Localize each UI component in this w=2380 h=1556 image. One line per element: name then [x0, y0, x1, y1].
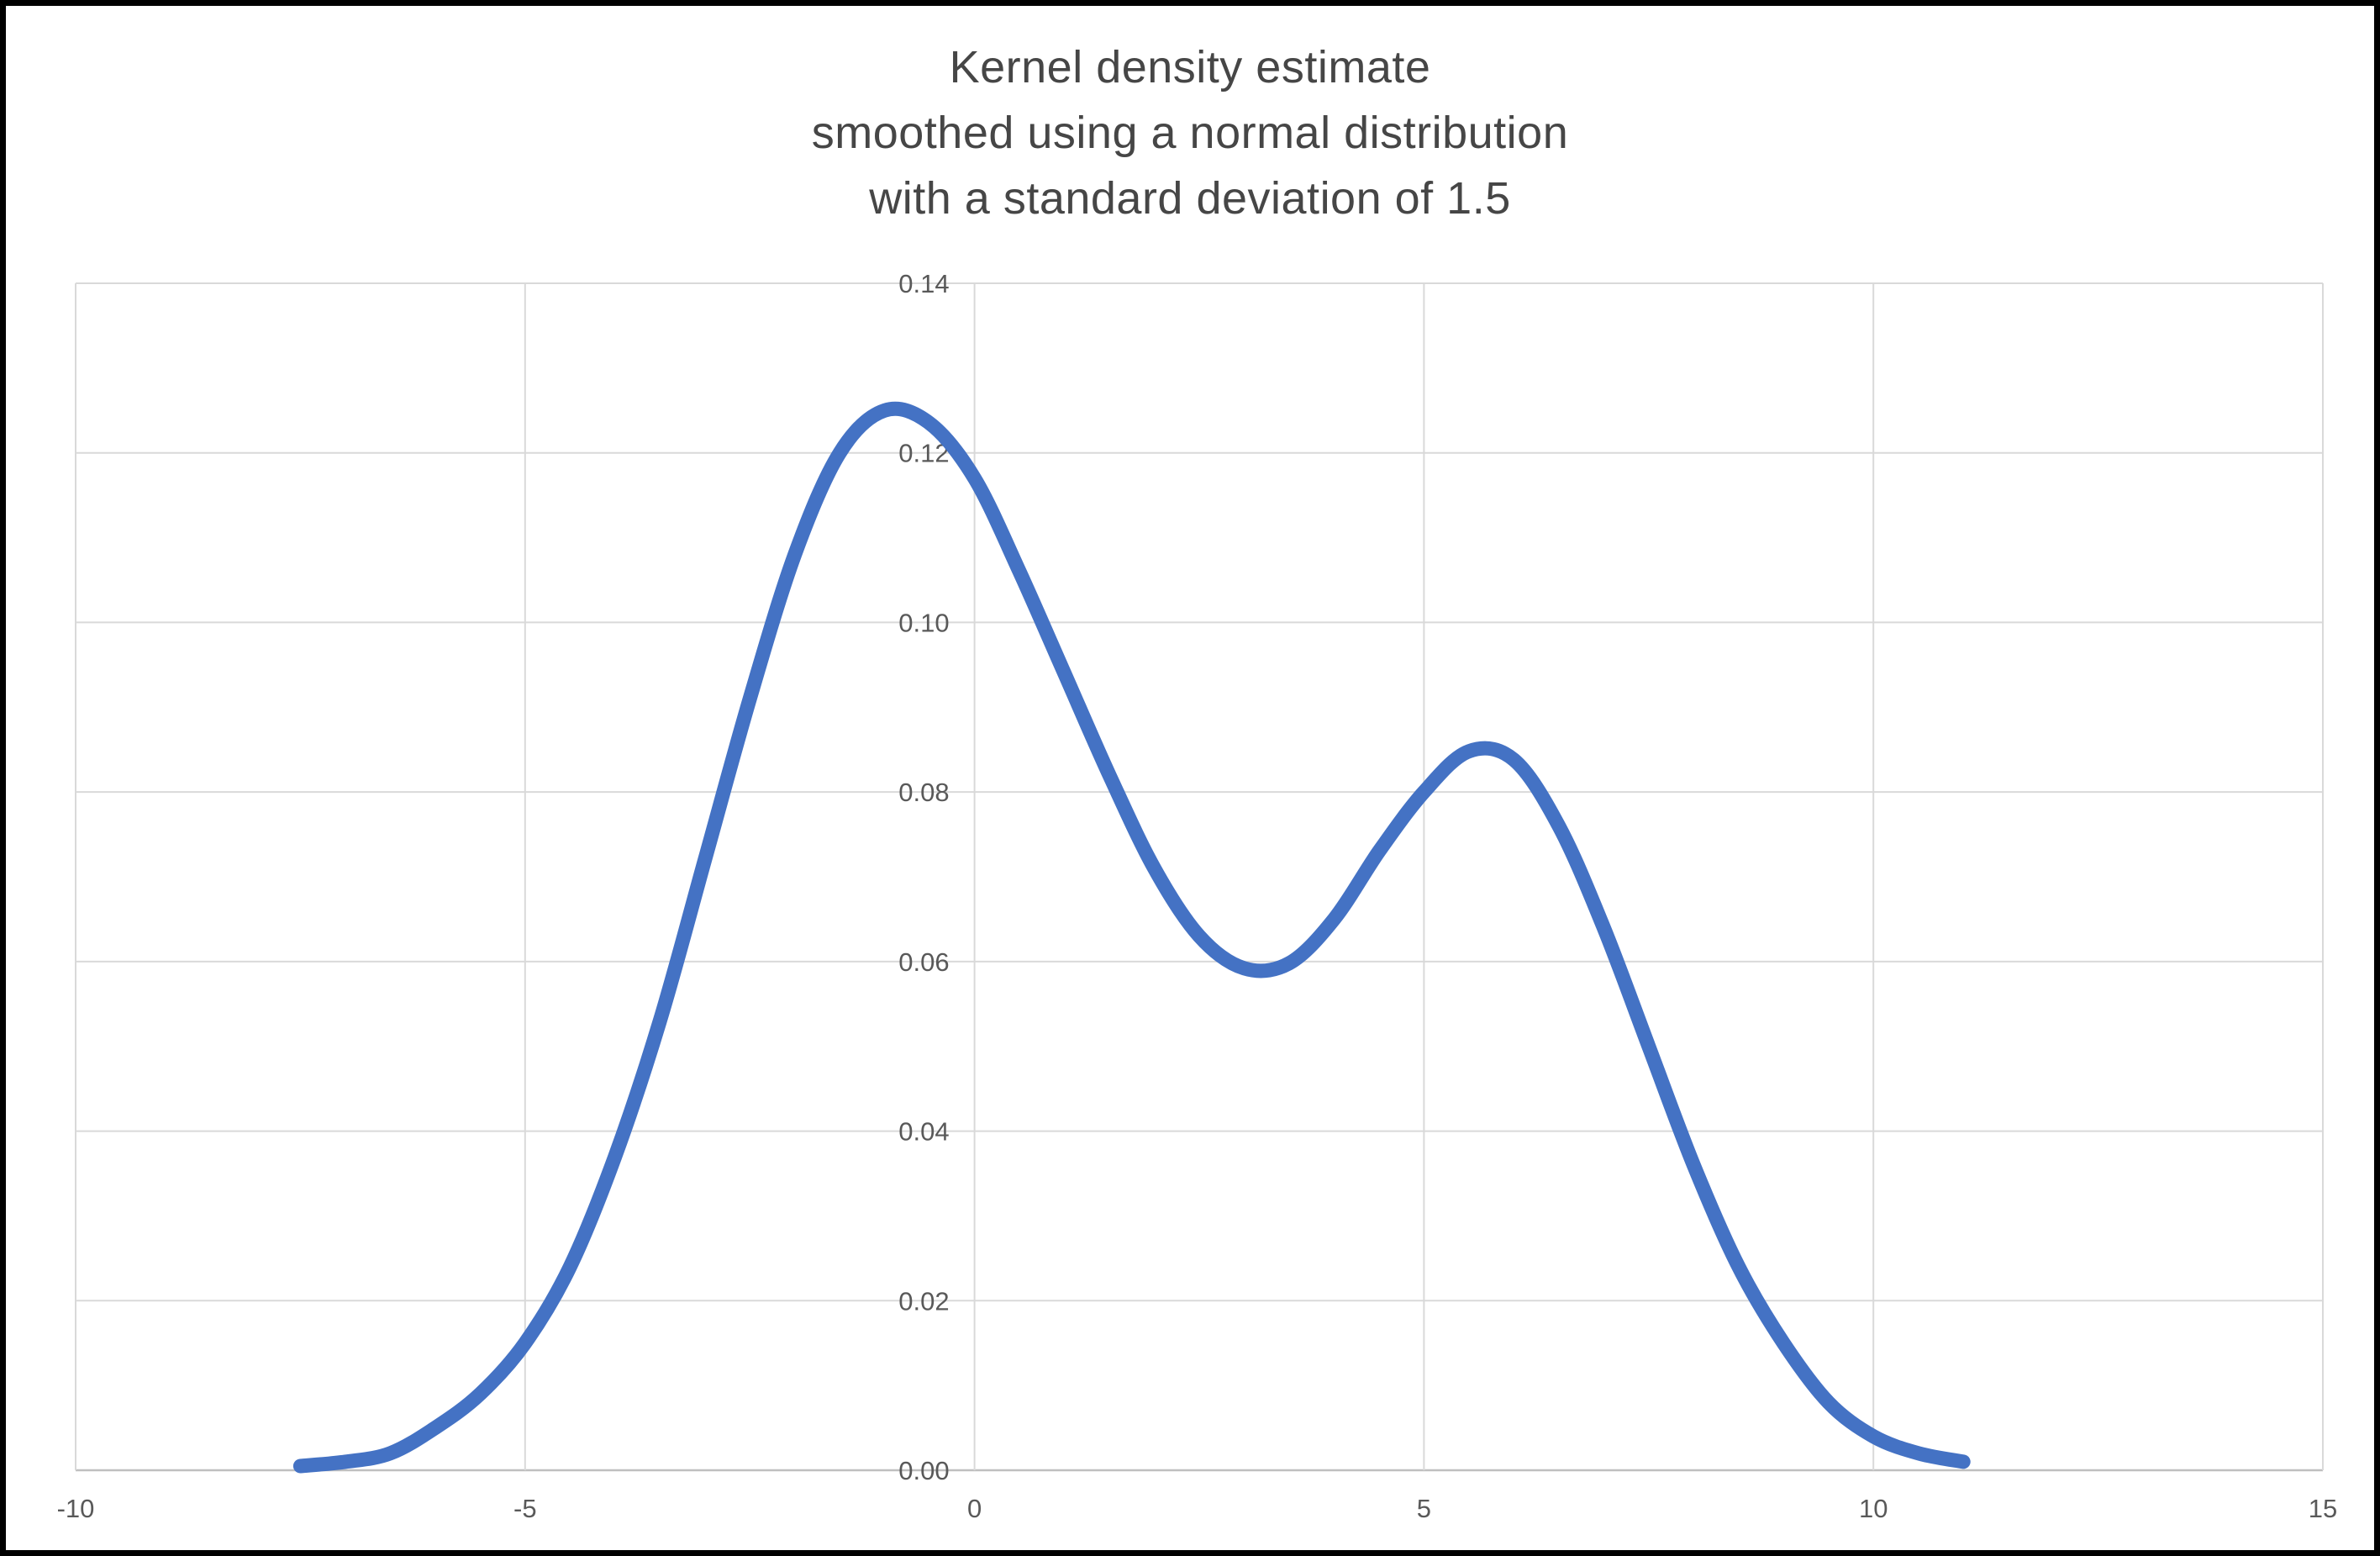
x-axis-tick-label: 0	[967, 1494, 982, 1523]
x-axis-tick-label: -10	[57, 1494, 95, 1523]
x-axis-tick-label: 15	[2309, 1494, 2337, 1523]
y-axis-tick-label: 0.14	[898, 269, 949, 298]
y-axis-tick-label: 0.00	[898, 1456, 949, 1485]
y-axis-tick-label: 0.08	[898, 778, 949, 807]
y-axis-tick-label: 0.04	[898, 1117, 949, 1147]
kde-plot: 0.000.020.040.060.080.100.120.14-10 -5 0 5 1…	[57, 269, 2338, 1523]
y-axis-tick-label: 0.10	[898, 608, 949, 637]
y-axis-tick-label: 0.06	[898, 947, 949, 977]
kde-curve	[292, 401, 1971, 1474]
y-axis-tick-label: 0.02	[898, 1286, 949, 1316]
x-axis-tick-label: 10	[1859, 1494, 1888, 1523]
x-axis-tick-label: 5	[1417, 1494, 1431, 1523]
chart-title: Kernel density estimate smoothed using a…	[811, 42, 1569, 224]
x-axis-tick-label: -5	[513, 1494, 537, 1523]
